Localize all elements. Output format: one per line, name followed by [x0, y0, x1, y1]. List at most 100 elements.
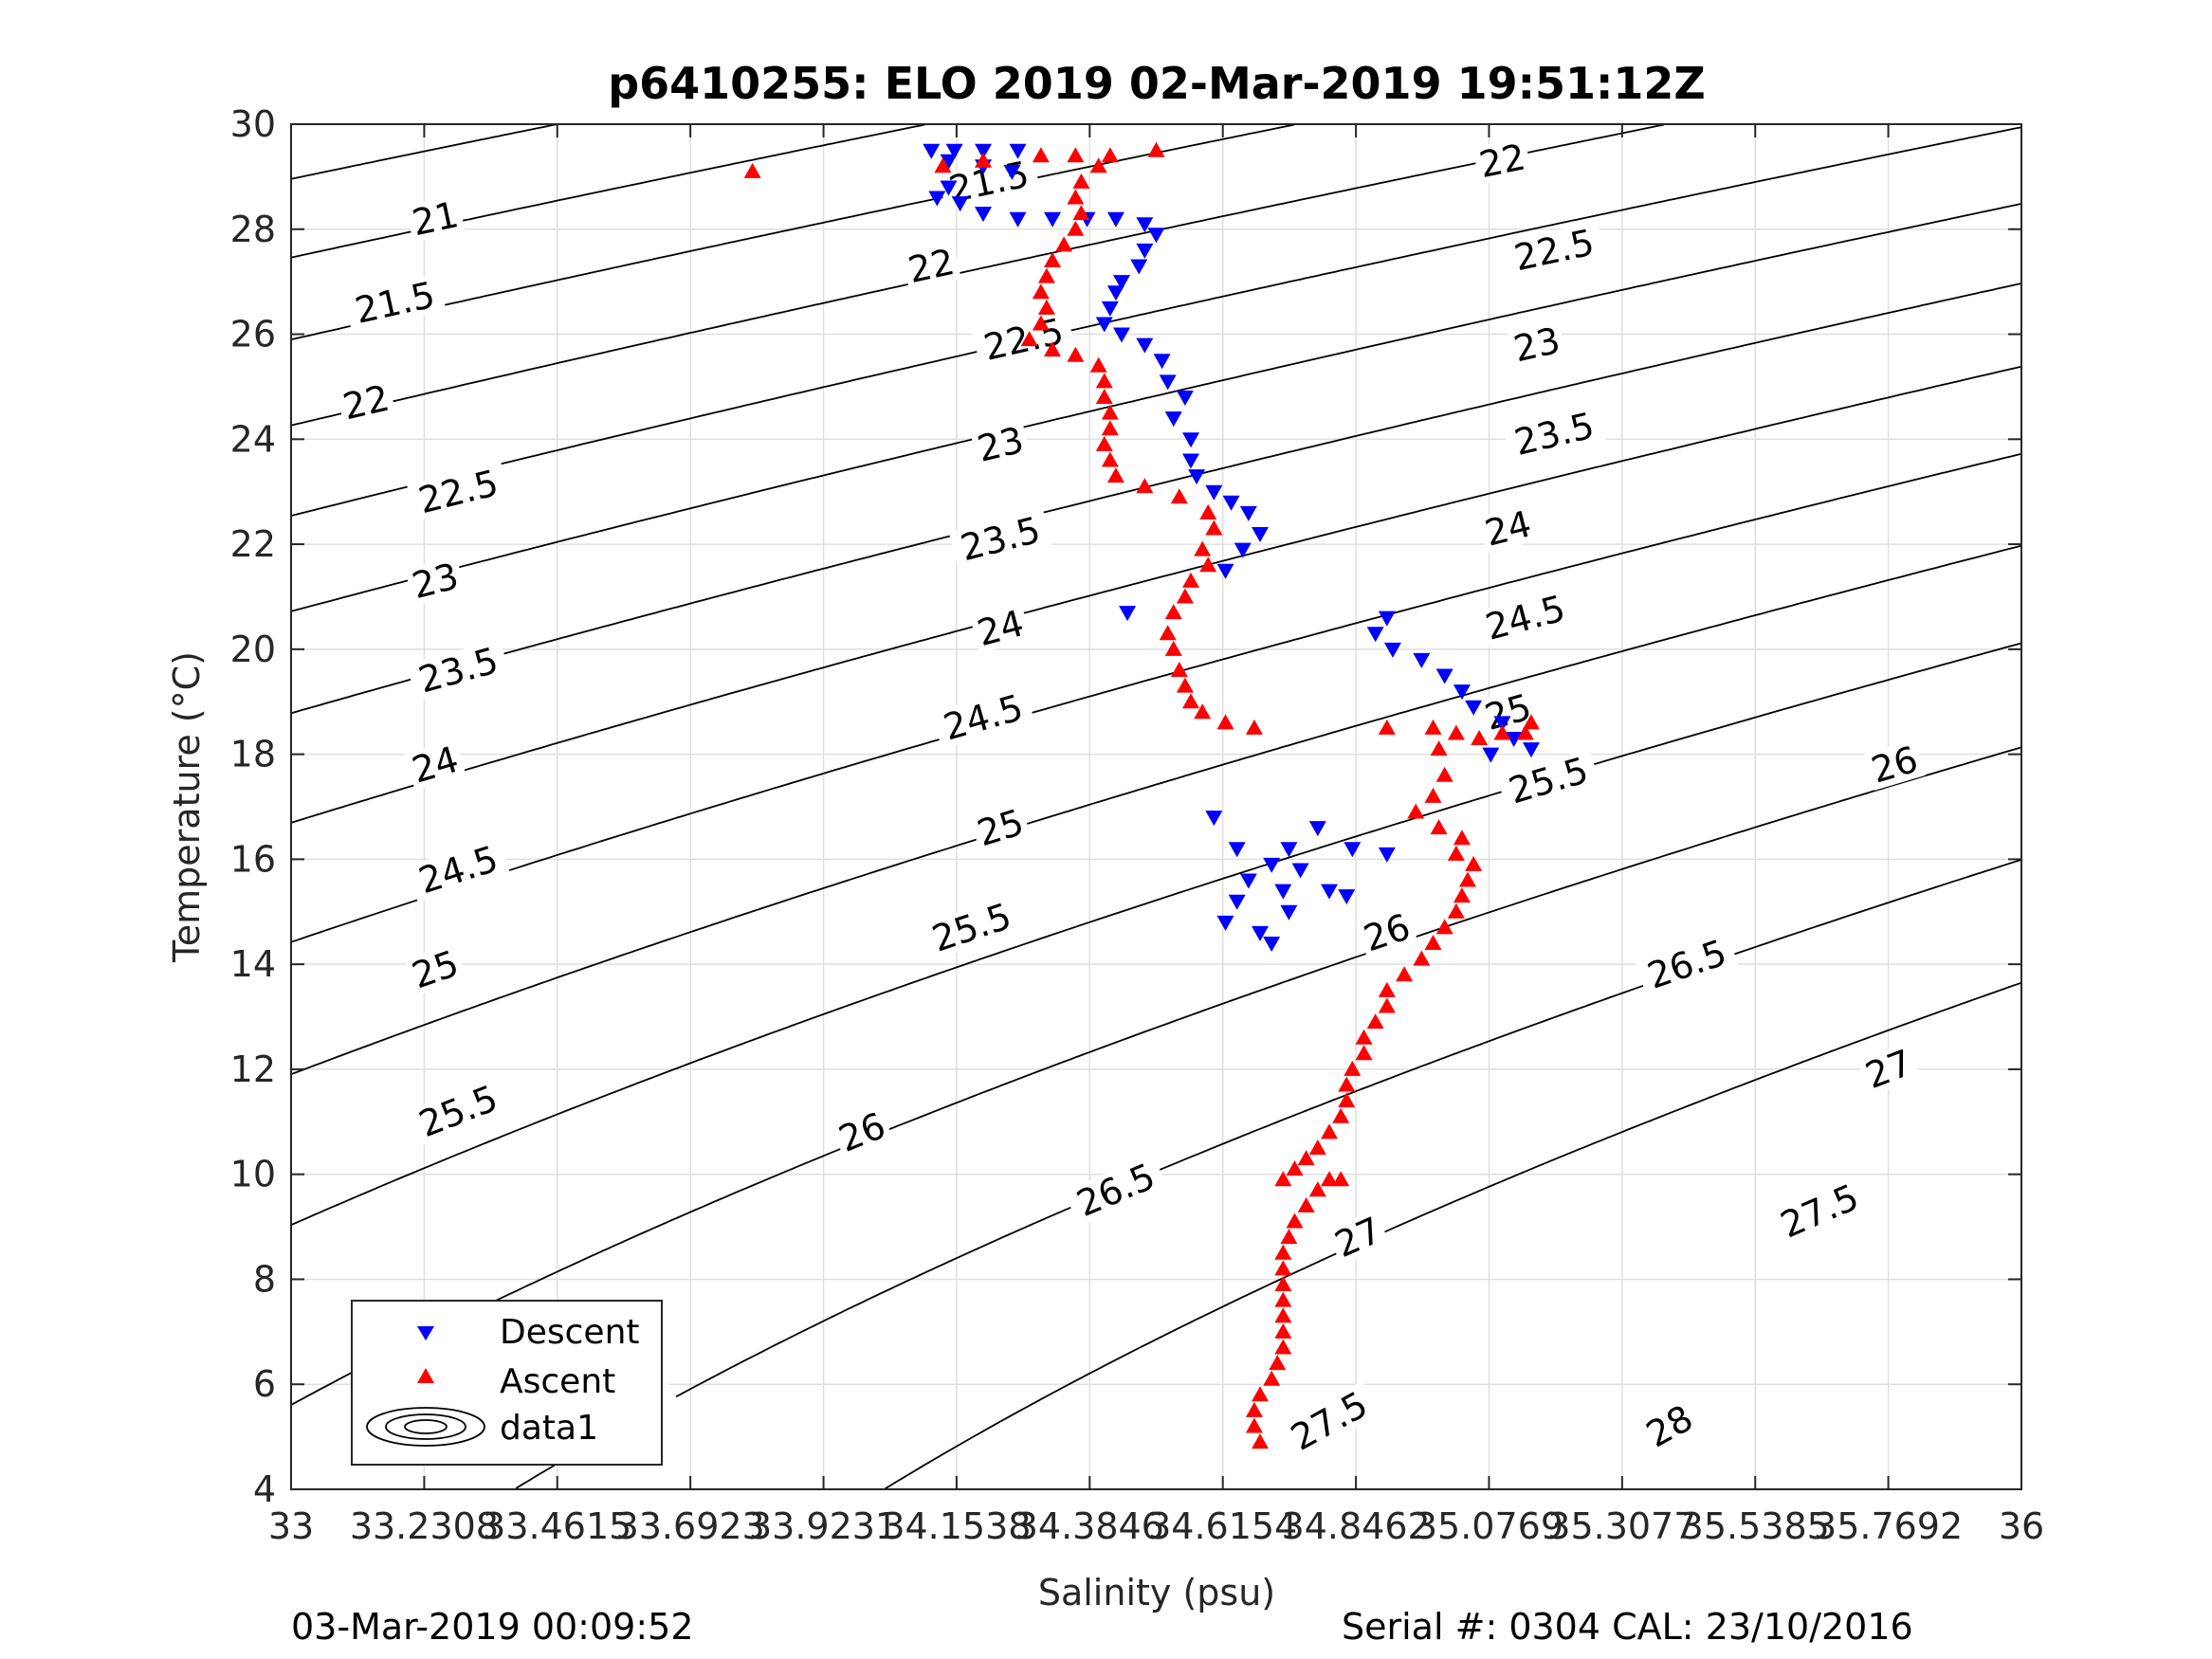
x-tick-label: 36	[1999, 1505, 2044, 1547]
density-contour-line	[290, 123, 557, 180]
ascent-point	[1274, 1307, 1292, 1323]
ascent-point	[1176, 588, 1194, 604]
density-contour-line	[290, 123, 1664, 427]
contour-label: 23.5	[948, 508, 1052, 570]
contour-label-bg	[1277, 1380, 1381, 1462]
descent-point	[1280, 904, 1298, 921]
contour-label-bg	[969, 801, 1032, 854]
x-tick-label: 33.9231	[749, 1505, 898, 1547]
y-tick-label: 6	[253, 1363, 276, 1405]
descent-point	[1344, 842, 1362, 858]
x-tick-label: 34.8462	[1282, 1505, 1431, 1547]
contour-label-bg	[972, 310, 1075, 369]
descent-point	[1216, 915, 1234, 931]
ascent-point	[1194, 540, 1212, 556]
ascent-point	[1170, 488, 1188, 504]
descent-point	[1383, 642, 1401, 658]
descent-point	[1119, 606, 1137, 622]
descent-point	[1435, 668, 1453, 684]
y-tick-label: 26	[230, 314, 276, 356]
ascent-point	[1321, 1123, 1338, 1139]
contour-label-text: 22	[905, 241, 959, 291]
ascent-point	[1037, 267, 1055, 283]
y-axis: 4 6 8 10 12 14 16 18 20 22 24 26 28 30	[230, 103, 2021, 1510]
ascent-point	[1044, 341, 1061, 357]
descent-point	[1113, 275, 1130, 291]
density-contour-line	[290, 452, 2022, 943]
ascent-point	[1101, 420, 1119, 436]
contour-label-bg	[920, 894, 1024, 961]
ascent-point	[1176, 677, 1194, 693]
descent-point	[1188, 469, 1206, 485]
legend-descent-marker	[417, 1326, 434, 1340]
ascent-point	[1407, 803, 1425, 819]
descent-point	[940, 180, 958, 196]
contour-label: 23	[1507, 319, 1567, 370]
ascent-point	[1032, 315, 1050, 331]
ascent-point	[1435, 919, 1453, 935]
ascent-point	[1332, 1171, 1350, 1187]
contour-label-bg	[948, 508, 1052, 570]
ascent-series	[743, 141, 1540, 1449]
contour-label-bg	[1473, 587, 1578, 649]
descent-point	[1234, 542, 1252, 558]
descent-point	[1182, 453, 1199, 469]
descent-point	[1182, 432, 1199, 448]
legend: Descent Ascent data1	[351, 1300, 663, 1466]
ascent-point	[1308, 1181, 1326, 1197]
x-tick-label: 33.2308	[350, 1505, 499, 1547]
ascent-point	[1459, 871, 1476, 887]
contour-label-bg	[1325, 1209, 1391, 1266]
descent-point	[975, 207, 992, 223]
density-contours	[290, 123, 2022, 1490]
ascent-point	[1516, 724, 1534, 740]
ascent-point	[1252, 1433, 1269, 1449]
descent-point	[1113, 327, 1130, 343]
contour-label-bg	[1472, 137, 1532, 186]
descent-point	[1338, 889, 1356, 905]
contour-label-bg	[405, 194, 466, 244]
descent-point	[1159, 374, 1177, 391]
ascent-point	[1355, 1045, 1373, 1061]
ascent-point	[1095, 389, 1113, 404]
density-contour-line	[290, 203, 2022, 612]
ascent-point	[1274, 1260, 1292, 1276]
ascent-point	[1095, 373, 1113, 389]
descent-point	[1308, 821, 1326, 837]
contour-label-bg	[1863, 738, 1926, 791]
contour-label-bg	[1503, 221, 1606, 280]
density-contour-line	[885, 981, 2022, 1490]
contour-label: 22	[901, 241, 961, 291]
ascent-point	[1164, 640, 1182, 656]
ascent-point	[1430, 819, 1448, 835]
ascent-point	[1424, 787, 1442, 803]
ascent-point	[1101, 147, 1119, 163]
y-tick-label: 8	[253, 1258, 276, 1300]
ascent-point	[1252, 1386, 1269, 1402]
descent-point	[1205, 484, 1223, 501]
descent-point	[928, 191, 946, 207]
ascent-point	[1274, 1171, 1292, 1187]
x-axis-label: Salinity (psu)	[1038, 1572, 1275, 1613]
contour-label-bg	[901, 241, 961, 291]
contour-label-bg	[406, 836, 511, 903]
descent-point	[951, 196, 969, 212]
ascent-point	[1216, 714, 1234, 730]
x-axis: 33 33.230833.461533.692333.923134.153834.…	[268, 124, 2044, 1547]
contour-label-bg	[1636, 1396, 1703, 1456]
density-contour-line	[290, 544, 2022, 1076]
ascent-point	[1199, 503, 1217, 520]
x-tick-label: 33.4615	[483, 1505, 631, 1547]
descent-point	[1136, 217, 1154, 233]
density-contour-line	[515, 859, 2022, 1489]
ascent-point	[1269, 1355, 1287, 1371]
ascent-point	[1067, 346, 1085, 362]
ascent-point	[1355, 1029, 1373, 1045]
ascent-point	[1274, 1244, 1292, 1260]
ascent-point	[1447, 724, 1465, 740]
contour-label: 23	[970, 419, 1032, 470]
y-tick-label: 12	[230, 1048, 276, 1090]
descent-point	[1378, 847, 1396, 863]
y-tick-label: 20	[230, 629, 276, 670]
descent-point	[1106, 285, 1124, 301]
